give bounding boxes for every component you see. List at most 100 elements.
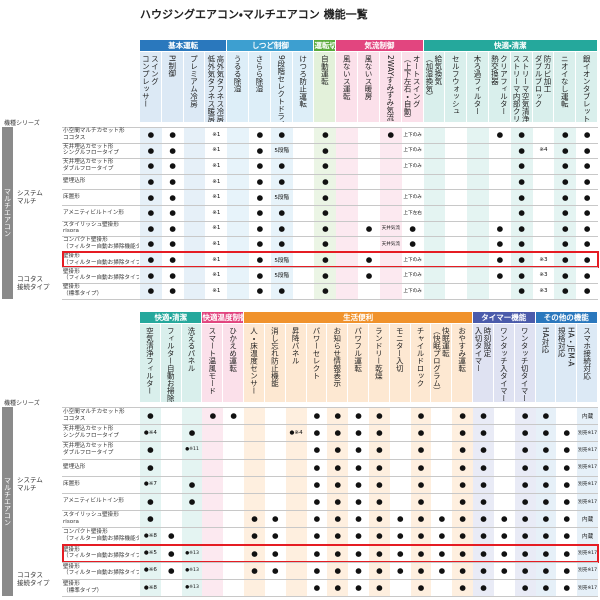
column-band	[473, 407, 494, 597]
feature-cell: ●	[278, 223, 286, 233]
feature-cell: ●	[542, 445, 550, 455]
feature-cell: ●	[167, 565, 175, 575]
feature-cell: ●	[396, 531, 404, 541]
column-band	[369, 407, 390, 597]
feature-cell: ●	[480, 411, 487, 421]
feature-cell: ●	[278, 208, 286, 218]
feature-cell: ※1	[212, 256, 221, 263]
feature-cell: ●※4	[143, 429, 157, 436]
feature-cell: ●	[169, 286, 176, 296]
feature-cell: ●	[518, 239, 525, 249]
feature-cell: ●	[496, 255, 504, 265]
feature-cell: ●	[355, 411, 362, 421]
column-band	[314, 127, 337, 299]
feature-cell: 別売※17	[578, 499, 598, 505]
column-band	[244, 407, 265, 597]
feature-cell: ●	[169, 223, 176, 233]
feature-cell: ●	[313, 497, 321, 507]
row-label: 壁埋込形	[63, 178, 86, 185]
row-divider	[62, 424, 598, 426]
row-label: 壁掛形 （フィルター自動お掃除タイプ）	[63, 253, 139, 266]
column-header: ひかえめ運転	[223, 324, 244, 402]
feature-cell: ●※13	[185, 585, 199, 591]
feature-cell: ●	[496, 239, 504, 249]
feature-cell: ●	[583, 145, 591, 155]
feature-cell: 別売※17	[578, 568, 598, 574]
column-header: ワンタッチ切タイマー	[514, 324, 535, 402]
feature-cell: ●	[521, 462, 529, 472]
column-header: ストリーマ空気清浄 ストリーマ内部クリーン	[510, 52, 532, 122]
feature-cell: ●	[563, 479, 571, 489]
column-header: クリアフィルター 熱交換器	[488, 52, 510, 122]
row-label: 壁掛形 （標準タイプ）	[63, 284, 103, 297]
row-group-label: ココタス 接続タイプ	[17, 274, 50, 291]
feature-cell: ●	[542, 411, 550, 421]
feature-cell: ●	[542, 462, 550, 472]
feature-cell: ●※11	[185, 447, 199, 453]
column-header: セルフウォッシュ	[445, 52, 467, 122]
row-label: 小空間マルチカセット形 ココタス	[63, 128, 125, 141]
feature-cell: ●	[542, 514, 550, 524]
column-band	[348, 407, 369, 597]
feature-cell: ●	[521, 428, 529, 438]
feature-cell: ●	[583, 239, 591, 249]
feature-cell: ●	[518, 177, 525, 187]
row-group-label: システム マルチ	[17, 476, 43, 493]
feature-cell: ●	[334, 583, 342, 593]
column-header: 時刻設定 入切タイマー	[473, 324, 493, 402]
feature-cell: ●	[542, 565, 550, 575]
feature-cell: 上下のみ	[403, 148, 422, 154]
row-divider	[62, 596, 598, 598]
column-header: HA対応	[535, 324, 556, 402]
row-label: 天井埋込カセット形 シングルフロータイプ	[63, 426, 119, 439]
feature-cell: ●	[147, 462, 154, 472]
feature-cell: ●	[459, 514, 466, 524]
row-divider	[62, 493, 598, 494]
feature-cell: ●	[278, 239, 286, 249]
column-band	[161, 127, 184, 299]
row-divider	[62, 267, 598, 269]
feature-cell: ※1	[212, 194, 221, 201]
feature-cell: ●	[459, 479, 466, 489]
feature-cell: ●	[521, 497, 529, 507]
feature-cell: ●	[322, 208, 329, 218]
column-header: けつろ防止運転	[292, 52, 314, 122]
page-title: ハウジングエアコン・マルチエアコン 機能一覧	[140, 8, 368, 21]
column-group-header: 運転切替	[314, 40, 336, 51]
feature-cell: ●※6	[143, 567, 157, 574]
feature-cell: ●	[562, 286, 569, 296]
column-header: スマート温風モード	[202, 324, 223, 402]
column-band	[306, 407, 328, 597]
row-divider	[62, 458, 598, 460]
feature-cell: ●	[417, 428, 425, 438]
category-band: マルチエアコン	[2, 407, 13, 597]
feature-cell: 別売※17	[578, 482, 598, 488]
feature-cell: ●	[147, 223, 155, 233]
column-band	[205, 127, 228, 299]
feature-cell: 別売※17	[578, 430, 598, 436]
feature-cell: ●	[169, 239, 176, 249]
feature-cell: ※1	[212, 162, 221, 169]
feature-cell: ●	[313, 583, 321, 593]
row-divider	[62, 527, 598, 529]
feature-cell: ●※7	[143, 481, 157, 488]
feature-cell: ●	[562, 239, 569, 249]
row-label: 壁掛形 （フィルター自動お掃除タイプ）	[63, 268, 139, 282]
row-label: アメニティビルトイン形	[63, 209, 124, 216]
feature-cell: ●	[322, 130, 329, 140]
series-label: 機種シリーズ	[4, 400, 40, 407]
feature-cell: ●	[313, 548, 321, 558]
column-band	[431, 407, 453, 597]
feature-cell: ●	[256, 255, 264, 265]
column-header: フィルター自動お掃除	[160, 324, 181, 402]
feature-cell: ●	[334, 514, 342, 524]
feature-cell: ●	[322, 177, 329, 187]
feature-cell: ●	[147, 239, 155, 249]
feature-cell: ●	[147, 411, 154, 421]
feature-cell: ●	[278, 130, 286, 140]
row-divider	[62, 283, 598, 284]
feature-cell: ●	[355, 445, 362, 455]
row-divider	[62, 510, 598, 512]
feature-cell: ●	[167, 548, 175, 558]
feature-cell: ※1	[212, 131, 221, 138]
